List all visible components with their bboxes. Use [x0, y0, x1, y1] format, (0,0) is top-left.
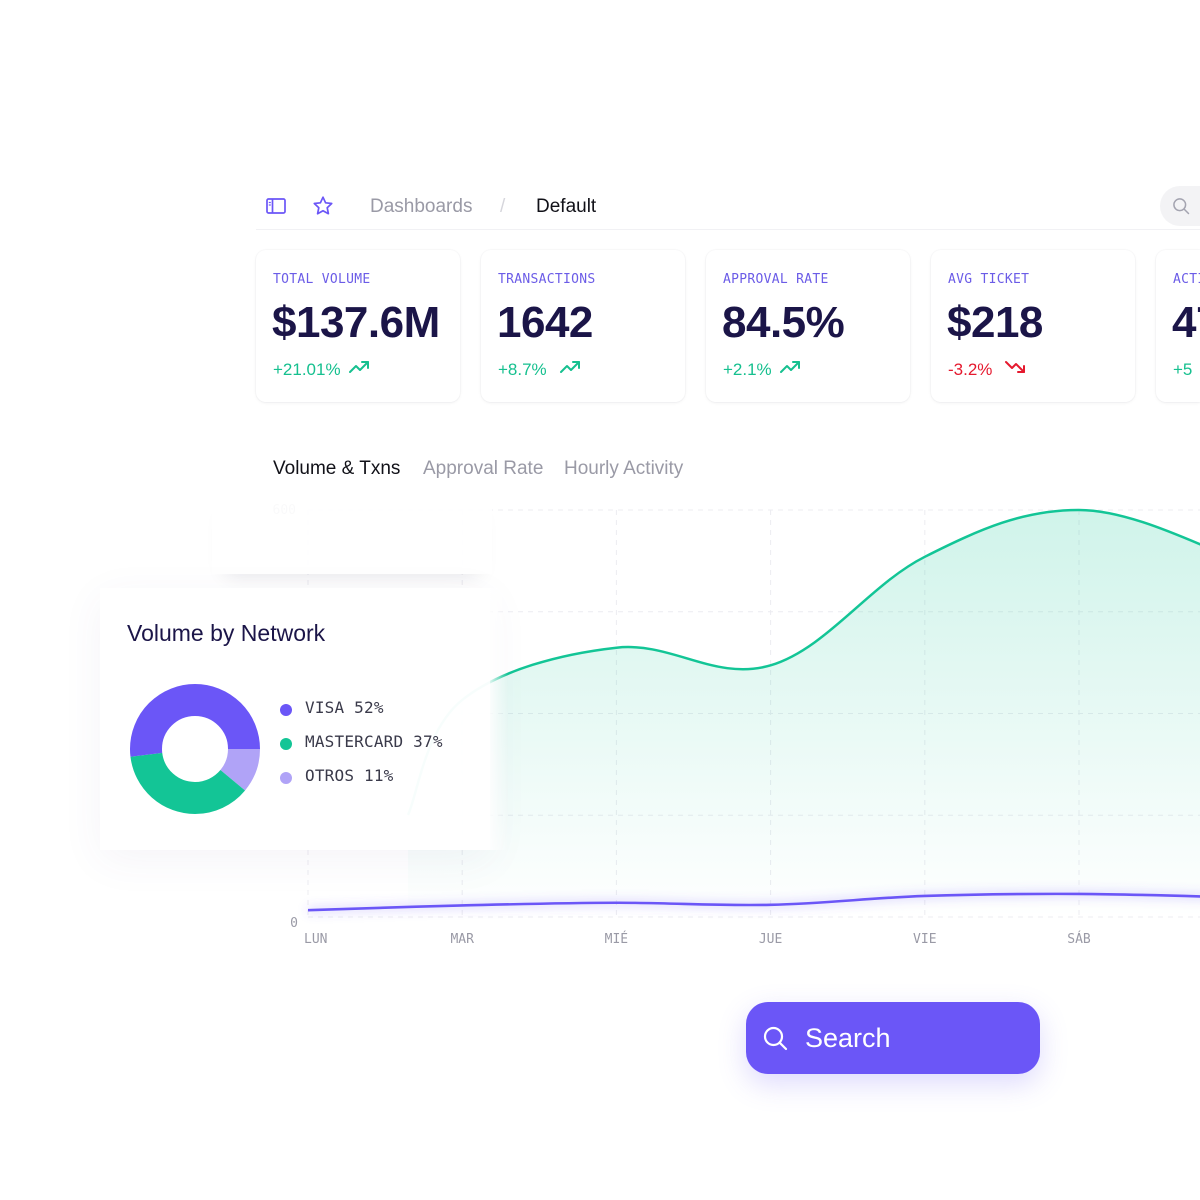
legend-dot — [280, 772, 292, 784]
kpi-card-approval-rate: APPROVAL RATE 84.5% +2.1% — [706, 250, 910, 402]
series-line-volume — [406, 508, 1200, 816]
kpi-card-active: ACTI 47 +5 — [1156, 250, 1200, 402]
search-button-label: Search — [805, 1023, 891, 1053]
x-tick-label: SÁB — [1067, 931, 1091, 947]
series-area-fill — [408, 509, 1200, 917]
x-tick-label: LUN — [304, 932, 327, 947]
network-card: Volume by Network VISA 52% MASTERCARD 37… — [100, 588, 490, 850]
trend-up-icon — [780, 361, 800, 373]
kpi-label: ACTI — [1173, 272, 1200, 287]
kpi-delta: +5 — [1173, 360, 1193, 379]
x-tick-label: MIÉ — [605, 931, 628, 947]
legend-dot — [280, 704, 292, 716]
floating-panel — [212, 488, 492, 574]
kpi-value: 84.5% — [722, 298, 845, 347]
kpi-delta: +2.1% — [723, 360, 772, 379]
legend-dot — [280, 738, 292, 750]
tab-volume-txns[interactable]: Volume & Txns — [273, 458, 401, 479]
kpi-label: TOTAL VOLUME — [273, 272, 371, 287]
tab-approval-rate[interactable]: Approval Rate — [423, 458, 544, 479]
kpi-value: 1642 — [497, 298, 593, 347]
y-tick-label: 0 — [290, 916, 298, 931]
breadcrumb-dashboards[interactable]: Dashboards — [370, 196, 473, 217]
trend-up-icon — [349, 361, 369, 373]
kpi-delta: +21.01% — [273, 360, 341, 379]
star-icon[interactable] — [311, 194, 335, 218]
kpi-value: $137.6M — [272, 298, 440, 347]
series-line-txns — [307, 892, 1200, 912]
kpi-card-total-volume: TOTAL VOLUME $137.6M +21.01% — [256, 250, 460, 402]
series-line-glow — [307, 890, 1200, 914]
top-bar: Dashboards / Default — [256, 182, 1200, 230]
search-icon — [1173, 198, 1190, 215]
x-tick-label: MAR — [450, 932, 474, 947]
trend-down-icon — [1005, 361, 1025, 373]
legend-label: VISA 52% — [305, 698, 384, 717]
network-card-edge — [490, 588, 508, 850]
kpi-delta: +8.7% — [498, 360, 547, 379]
kpi-card-transactions: TRANSACTIONS 1642 +8.7% — [481, 250, 685, 402]
x-tick-label: VIE — [913, 932, 936, 947]
topbar-search[interactable] — [1160, 186, 1200, 226]
donut-slice-visa — [130, 684, 260, 814]
kpi-value: 47 — [1172, 298, 1200, 347]
donut-slice-mastercard — [130, 684, 260, 814]
search-icon — [763, 1026, 788, 1051]
search-button[interactable]: Search — [746, 1002, 1040, 1074]
kpi-value: $218 — [947, 298, 1043, 347]
kpi-label: TRANSACTIONS — [498, 272, 596, 287]
kpi-delta: -3.2% — [948, 360, 993, 379]
breadcrumb-separator: / — [500, 196, 506, 217]
kpi-card-avg-ticket: AVG TICKET $218 -3.2% — [931, 250, 1135, 402]
kpi-label: AVG TICKET — [948, 272, 1030, 287]
kpi-label: APPROVAL RATE — [723, 272, 829, 287]
breadcrumb-default[interactable]: Default — [536, 196, 597, 217]
network-donut-chart — [130, 684, 260, 814]
network-card-title: Volume by Network — [127, 620, 326, 646]
legend-label: OTROS 11% — [305, 766, 394, 785]
x-tick-label: JUE — [759, 932, 782, 947]
legend-label: MASTERCARD 37% — [305, 732, 443, 751]
tab-hourly-activity[interactable]: Hourly Activity — [564, 458, 684, 479]
sidebar-toggle-icon[interactable] — [264, 194, 288, 218]
trend-up-icon — [560, 361, 580, 373]
